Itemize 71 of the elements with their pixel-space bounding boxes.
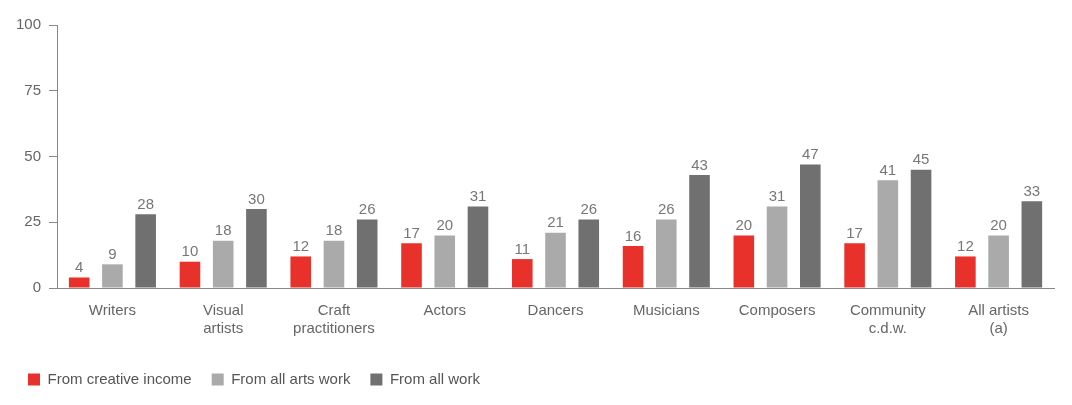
x-tick-label: Craft practitioners	[293, 301, 375, 337]
bar	[323, 240, 345, 288]
bar	[212, 240, 234, 288]
bar	[246, 209, 267, 288]
bar	[877, 180, 899, 288]
x-tick-label: Composers	[738, 301, 816, 319]
data-label: 17	[403, 223, 420, 241]
bar	[689, 174, 710, 288]
x-tick-label: Actors	[423, 301, 466, 319]
x-tick-label: Musicians	[632, 301, 700, 319]
bar	[401, 243, 422, 288]
data-label: 33	[1023, 181, 1041, 199]
bar	[356, 219, 378, 288]
data-label: 10	[181, 242, 199, 260]
bar	[290, 256, 312, 288]
y-tick-label: 50	[24, 146, 42, 164]
data-label: 47	[801, 145, 819, 163]
y-tick-label: 25	[24, 212, 42, 230]
data-label: 45	[912, 150, 930, 168]
legend-label: From all work	[389, 369, 481, 387]
x-tick-label: Writers	[88, 301, 137, 319]
data-label: 43	[691, 155, 708, 173]
data-label: 9	[108, 244, 117, 262]
bar	[434, 235, 456, 288]
bar	[511, 259, 533, 288]
data-label: 20	[990, 216, 1007, 234]
data-label: 26	[657, 200, 675, 218]
bar	[135, 214, 156, 288]
bar	[102, 264, 123, 288]
bar	[733, 235, 755, 288]
data-label: 18	[325, 221, 343, 239]
bar	[545, 232, 566, 288]
data-label: 20	[436, 216, 454, 234]
data-label: 31	[768, 187, 786, 205]
bar	[799, 164, 821, 288]
data-label: 26	[580, 200, 598, 218]
data-label: 16	[624, 226, 642, 244]
data-label: 12	[957, 237, 974, 255]
bar	[578, 219, 600, 288]
bar	[955, 256, 976, 288]
legend-label: From creative income	[47, 369, 192, 387]
data-label: 17	[846, 223, 863, 241]
data-label: 4	[75, 258, 84, 276]
bar	[1021, 201, 1043, 288]
data-label: 18	[214, 221, 232, 239]
y-tick-label: 100	[16, 15, 42, 33]
legend-label: From all arts work	[231, 369, 351, 387]
x-tick-label: Visual artists	[202, 301, 244, 337]
data-label: 26	[358, 200, 376, 218]
bar	[179, 261, 201, 288]
bar	[988, 235, 1009, 288]
data-label: 20	[735, 216, 753, 234]
bar	[467, 206, 489, 288]
x-tick-label: Dancers	[527, 301, 584, 319]
x-tick-label: All artists (a)	[968, 301, 1030, 337]
data-label: 21	[547, 213, 564, 231]
data-label: 11	[514, 239, 531, 257]
y-tick-label: 75	[24, 80, 42, 98]
bar	[844, 243, 865, 288]
bar	[910, 169, 932, 288]
data-label: 31	[469, 187, 487, 205]
bar	[622, 245, 644, 288]
bar	[68, 277, 90, 288]
data-label: 28	[137, 195, 154, 212]
data-label: 30	[248, 189, 265, 207]
bar	[766, 206, 788, 288]
data-label: 41	[879, 160, 897, 178]
data-label: 12	[292, 237, 310, 255]
bar	[655, 219, 677, 288]
y-tick-label: 0	[32, 278, 42, 296]
x-tick-label: Community c.d.w.	[849, 301, 927, 337]
